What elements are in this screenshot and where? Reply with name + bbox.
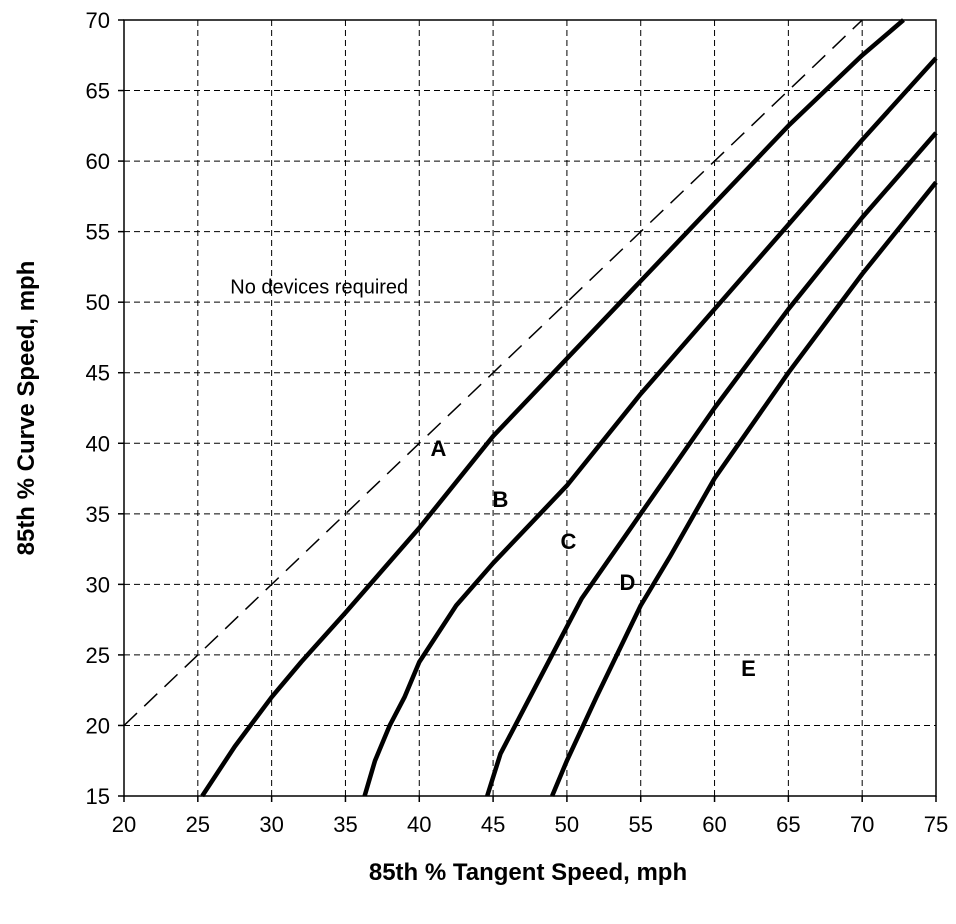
y-tick-label: 35 (86, 502, 110, 527)
y-tick-label: 20 (86, 713, 110, 738)
series-lines (123, 18, 938, 798)
annotations: No devices required A B C D E (230, 277, 756, 681)
y-tick-label: 40 (86, 431, 110, 456)
y-tick-label: 65 (86, 79, 110, 104)
y-tick-label: 30 (86, 572, 110, 597)
y-tick-label: 25 (86, 643, 110, 668)
x-tick-label: 70 (850, 812, 874, 837)
x-tick-label: 20 (112, 812, 136, 837)
threshold-curve-4 (550, 180, 938, 797)
x-tick-label: 45 (481, 812, 505, 837)
y-tick-label: 60 (86, 149, 110, 174)
grid-lines (124, 20, 936, 796)
no-devices-note: No devices required (230, 277, 408, 299)
threshold-curve-1 (200, 18, 905, 798)
x-tick-label: 35 (333, 812, 357, 837)
x-tick-label: 25 (186, 812, 210, 837)
x-tick-label: 40 (407, 812, 431, 837)
region-label-c: C (560, 529, 576, 554)
y-tick-label: 50 (86, 290, 110, 315)
x-tick-label: 75 (924, 812, 948, 837)
tick-labels: 20 25 30 35 40 45 50 55 60 65 70 751520253035404550… (86, 8, 949, 837)
y-tick-label: 55 (86, 220, 110, 245)
x-tick-label: 30 (259, 812, 283, 837)
y-tick-label: 15 (86, 784, 110, 809)
region-label-d: D (619, 570, 635, 595)
x-tick-label: 50 (555, 812, 579, 837)
threshold-curve-3 (485, 131, 938, 797)
region-label-a: A (431, 436, 447, 461)
plot-frame (123, 19, 937, 797)
x-tick-label: 55 (628, 812, 652, 837)
region-label-b: B (493, 487, 509, 512)
y-tick-label: 45 (86, 361, 110, 386)
x-tick-label: 60 (702, 812, 726, 837)
x-axis-title: 85th % Tangent Speed, mph (369, 859, 687, 886)
equality-dashed-line (123, 19, 863, 727)
region-label-e: E (741, 656, 756, 681)
x-tick-label: 65 (776, 812, 800, 837)
y-tick-label: 70 (86, 8, 110, 33)
threshold-curve-2 (362, 56, 938, 797)
y-axis-title: 85th % Curve Speed, mph (13, 261, 40, 556)
